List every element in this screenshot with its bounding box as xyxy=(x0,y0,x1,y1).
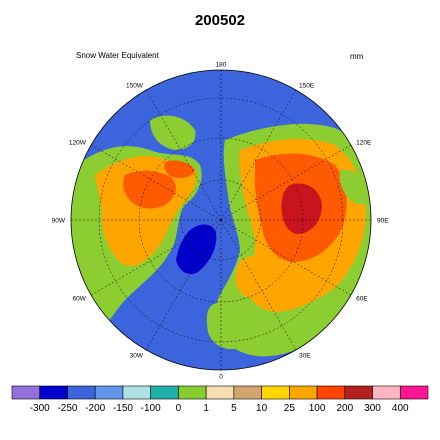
meridian-line xyxy=(145,89,222,221)
greenland xyxy=(176,224,217,275)
canada-snow-heavy xyxy=(123,170,176,209)
colorbar-label: 200 xyxy=(336,403,353,414)
colorbar-swatch xyxy=(261,385,290,400)
colorbar-swatch xyxy=(122,385,151,400)
meridian-line xyxy=(220,89,297,221)
colorbar-label: 25 xyxy=(284,403,296,414)
longitude-label: 0 xyxy=(219,374,223,381)
longitude-label: 60E xyxy=(356,296,368,303)
longitude-label: 30W xyxy=(130,353,144,360)
colorbar-swatch xyxy=(344,385,373,400)
colorbar-swatch xyxy=(316,385,346,400)
longitude-label: 90W xyxy=(52,218,66,225)
arctic-islands-snow xyxy=(164,160,195,178)
meridians xyxy=(71,70,371,370)
colorbar-swatch xyxy=(178,385,207,400)
colorbar-swatch xyxy=(205,385,235,400)
colorbar-label: 300 xyxy=(364,403,381,414)
longitude-label: 90E xyxy=(377,218,389,225)
colorbar-label: 1 xyxy=(203,403,209,414)
colorbar-swatch xyxy=(11,385,41,400)
variable-label: Snow Water Equivalent xyxy=(76,51,159,60)
longitude-label: 60W xyxy=(73,296,87,303)
alaska-land xyxy=(150,115,196,150)
scandinavia-snow xyxy=(235,256,267,298)
colorbar-swatch xyxy=(289,385,318,400)
longitude-label: 150W xyxy=(126,82,144,89)
longitude-label: 120W xyxy=(69,140,87,147)
colorbar: -300 -250 -200 -150 -100 0 1 5 10 25 100 200 300 400 xyxy=(11,385,429,414)
meridian-line xyxy=(220,219,297,351)
colorbar-label: 10 xyxy=(256,403,268,414)
colorbar-swatch xyxy=(233,385,262,400)
colorbar-label: 400 xyxy=(392,403,409,414)
colorbar-label: 100 xyxy=(309,403,326,414)
map-title: 200502 xyxy=(194,12,246,29)
units-label: mm xyxy=(350,52,364,61)
colorbar-label: 5 xyxy=(231,403,237,414)
meridian-line xyxy=(145,219,222,351)
colorbar-label: 0 xyxy=(176,403,182,414)
colorbar-swatch xyxy=(94,385,124,400)
colorbar-swatch xyxy=(399,385,429,400)
meridian-line xyxy=(90,219,222,296)
colorbar-label: -250 xyxy=(57,403,77,414)
longitude-label: 30E xyxy=(299,353,311,360)
longitude-label: 150E xyxy=(299,82,315,89)
colorbar-label: -300 xyxy=(30,403,50,414)
longitude-label: 120E xyxy=(356,140,372,147)
colorbar-label: -150 xyxy=(113,403,133,414)
meridian-line xyxy=(90,144,222,221)
colorbar-swatch xyxy=(67,385,96,400)
meridian-line xyxy=(220,219,352,296)
map-border xyxy=(70,69,372,371)
colorbar-label: -200 xyxy=(85,403,105,414)
colorbar-swatch xyxy=(150,385,179,400)
longitude-label: 180 xyxy=(216,62,227,69)
colorbar-swatch xyxy=(372,385,401,400)
europe-land xyxy=(206,301,258,350)
east-asia-land xyxy=(339,169,371,205)
colorbar-label: -100 xyxy=(141,403,161,414)
siberia-snow-core xyxy=(281,183,322,235)
colorbar-swatch xyxy=(39,385,68,400)
meridian-line xyxy=(220,144,352,221)
